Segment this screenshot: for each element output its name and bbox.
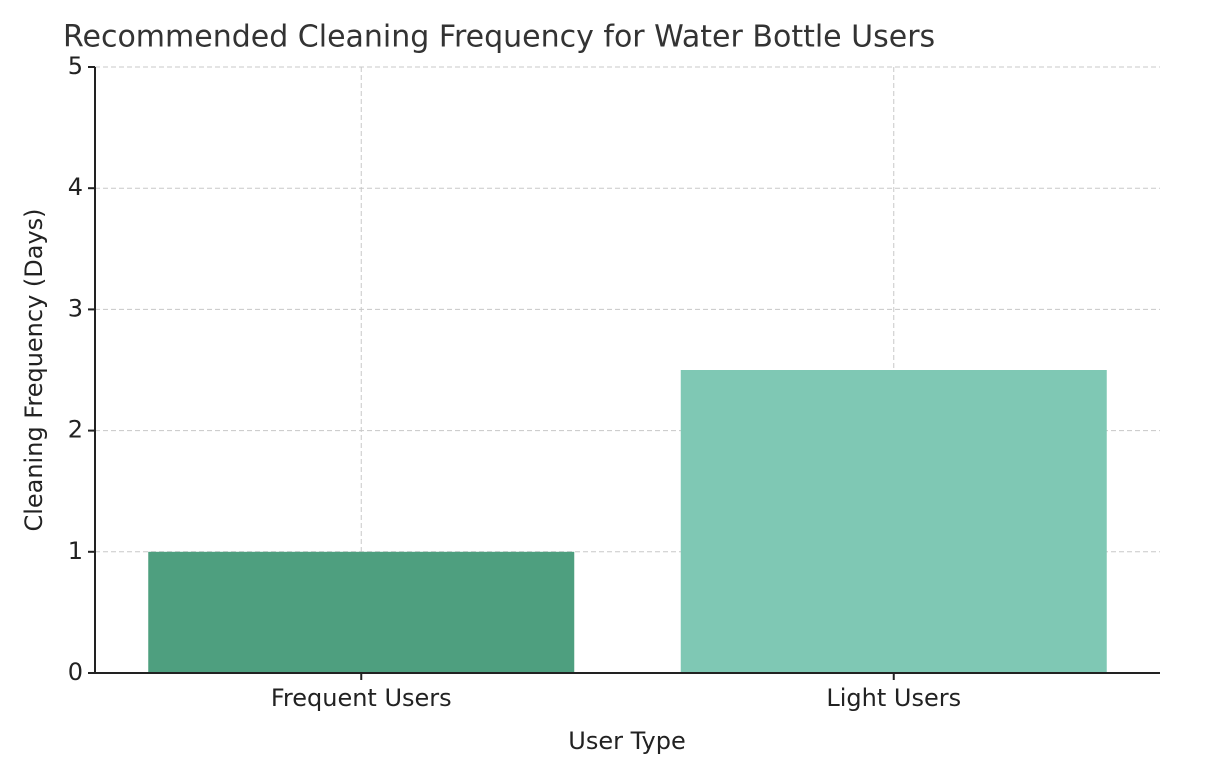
y-tick-label: 3: [68, 294, 83, 322]
y-tick-label: 5: [68, 52, 83, 80]
y-tick-label: 4: [68, 173, 83, 201]
x-tick-label: Light Users: [826, 684, 961, 712]
y-axis-label: Cleaning Frequency (Days): [20, 208, 48, 531]
chart-title: Recommended Cleaning Frequency for Water…: [63, 20, 935, 55]
bar: [148, 551, 575, 673]
y-tick-label: 0: [68, 658, 83, 686]
bar: [680, 370, 1107, 673]
x-axis-label: User Type: [568, 727, 685, 755]
y-tick-label: 1: [68, 537, 83, 565]
y-tick-label: 2: [68, 416, 83, 444]
x-tick-label: Frequent Users: [271, 684, 452, 712]
